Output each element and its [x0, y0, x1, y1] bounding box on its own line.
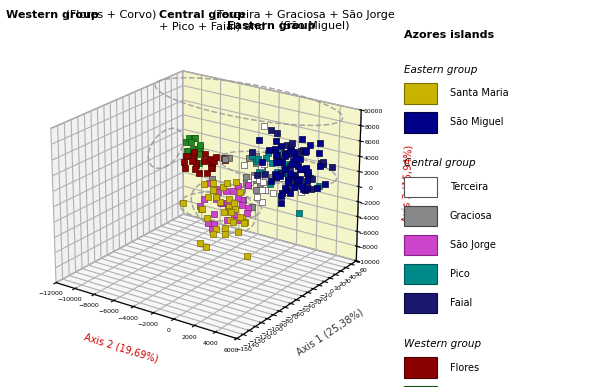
- Text: Faial: Faial: [450, 298, 472, 308]
- Y-axis label: Axis 1 (25,38%): Axis 1 (25,38%): [295, 307, 365, 357]
- Text: Terceira: Terceira: [450, 182, 488, 192]
- X-axis label: Axis 2 (19,69%): Axis 2 (19,69%): [83, 332, 160, 365]
- Text: (São Miguel): (São Miguel): [276, 21, 349, 31]
- Text: Graciosa: Graciosa: [450, 211, 493, 221]
- Text: (Flores + Corvo): (Flores + Corvo): [62, 10, 156, 20]
- FancyBboxPatch shape: [404, 264, 437, 284]
- Text: Western group: Western group: [6, 10, 99, 20]
- Text: Central group: Central group: [404, 158, 476, 168]
- Text: (Terceira + Graciosa + São Jorge: (Terceira + Graciosa + São Jorge: [209, 10, 395, 20]
- FancyBboxPatch shape: [404, 386, 437, 387]
- FancyBboxPatch shape: [404, 206, 437, 226]
- FancyBboxPatch shape: [404, 112, 437, 133]
- Text: Eastern group: Eastern group: [404, 65, 477, 75]
- Text: São Jorge: São Jorge: [450, 240, 496, 250]
- FancyBboxPatch shape: [404, 293, 437, 313]
- Text: Pico: Pico: [450, 269, 470, 279]
- Text: Western group: Western group: [404, 339, 481, 349]
- Text: Azores islands: Azores islands: [404, 31, 494, 41]
- Text: Eastern group: Eastern group: [227, 21, 316, 31]
- FancyBboxPatch shape: [404, 358, 437, 378]
- Text: São Miguel: São Miguel: [450, 117, 503, 127]
- FancyBboxPatch shape: [404, 83, 437, 104]
- FancyBboxPatch shape: [404, 235, 437, 255]
- Text: Central group: Central group: [159, 10, 245, 20]
- Text: + Pico + Faial) and: + Pico + Faial) and: [159, 21, 269, 31]
- FancyBboxPatch shape: [404, 177, 437, 197]
- Text: Santa Maria: Santa Maria: [450, 89, 509, 99]
- Text: Flores: Flores: [450, 363, 479, 373]
